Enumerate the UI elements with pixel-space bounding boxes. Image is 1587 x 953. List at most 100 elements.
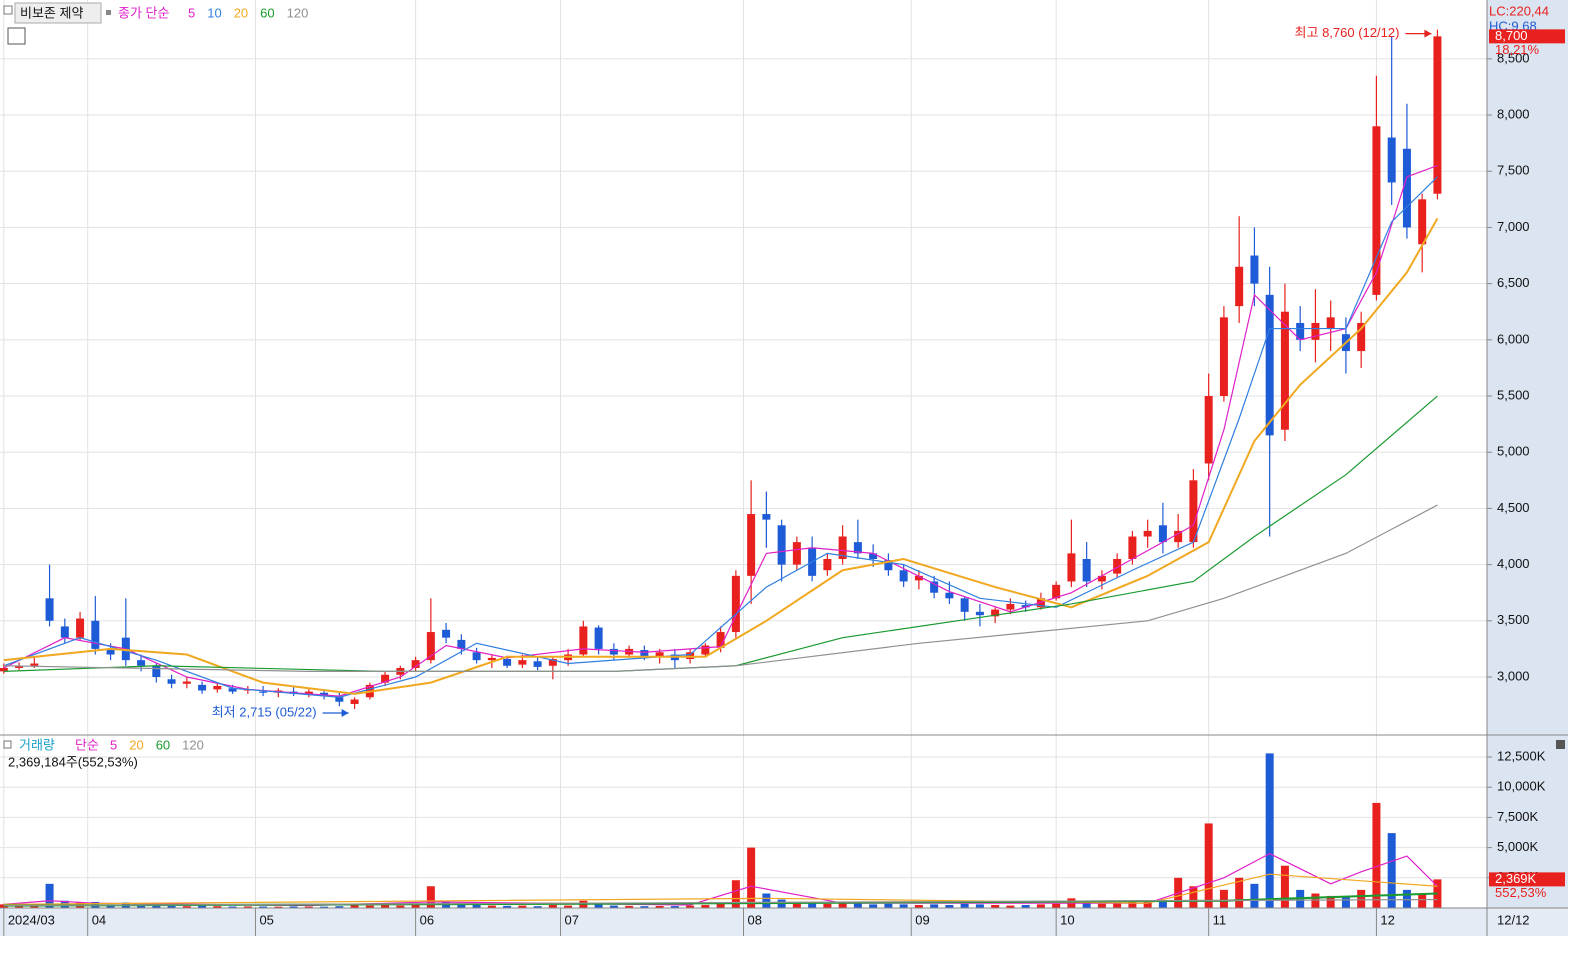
candle-body — [686, 652, 695, 660]
y-tick-label: 5,000 — [1497, 444, 1530, 459]
volume-bar — [1311, 893, 1320, 908]
candle-body — [442, 629, 451, 638]
y-tick-label: 5,500 — [1497, 387, 1530, 402]
x-tick-label: 12 — [1380, 912, 1394, 927]
candle-body — [762, 514, 771, 520]
volume-legend-label: 단순 — [75, 737, 99, 752]
volume-bar — [548, 904, 557, 908]
volume-bar — [625, 905, 634, 908]
y-tick-label: 8,000 — [1497, 106, 1530, 121]
collapse-button[interactable] — [1556, 740, 1565, 749]
volume-bar — [365, 905, 374, 908]
candle-body — [853, 542, 862, 554]
candle-body — [945, 592, 954, 599]
volume-bar — [564, 905, 573, 908]
x-tick-label: 06 — [420, 912, 434, 927]
candle-body — [533, 661, 542, 667]
candle-body — [381, 674, 390, 683]
candle-body — [259, 691, 268, 693]
volume-legend-entry: 120 — [182, 737, 204, 752]
ma-line — [3, 217, 1439, 695]
volume-bar — [320, 906, 329, 908]
candle-body — [1402, 148, 1411, 228]
volume-bar — [396, 905, 405, 908]
candle-body — [1189, 480, 1198, 543]
volume-title: 거래량 — [19, 737, 55, 752]
candle-body — [15, 665, 24, 669]
candle-body — [1296, 322, 1305, 340]
candle-body — [884, 560, 893, 571]
candle-body — [487, 657, 496, 661]
volume-tick-label: 12,500K — [1497, 748, 1546, 763]
annotation: 최고 8,760 (12/12) — [1295, 25, 1400, 40]
volume-bar — [869, 904, 878, 908]
candle-body — [1082, 558, 1091, 582]
candle-body — [1265, 294, 1274, 436]
candle-body — [899, 570, 908, 582]
volume-bar — [304, 906, 313, 908]
candle-body — [1174, 530, 1183, 543]
volume-bar — [1265, 753, 1274, 908]
volume-bar — [686, 905, 695, 908]
volume-tick-label: 5,000K — [1497, 839, 1539, 854]
x-axis-panel — [0, 908, 1568, 936]
x-tick-label: 09 — [915, 912, 929, 927]
volume-bar — [1250, 883, 1259, 908]
table-icon — [7, 27, 26, 45]
candle-body — [1067, 553, 1076, 582]
icon — [3, 740, 12, 749]
volume-bar — [716, 903, 725, 908]
volume-bar — [1280, 865, 1289, 908]
candle-body — [1204, 396, 1213, 464]
volume-bar — [472, 904, 481, 908]
candle-body — [869, 553, 878, 559]
volume-bar — [1158, 900, 1167, 908]
candle-body — [1235, 266, 1244, 307]
volume-bar — [1128, 901, 1137, 908]
candle-body — [991, 609, 1000, 617]
candle-body — [716, 632, 725, 648]
volume-bar — [518, 905, 527, 908]
volume-bar — [228, 906, 237, 908]
candle-body — [594, 627, 603, 649]
legend-entry: 10 — [207, 5, 221, 20]
volume-bar — [487, 905, 496, 908]
candle-body — [1128, 536, 1137, 559]
ma-line — [3, 504, 1438, 672]
volume-bar — [823, 903, 832, 908]
candle-body — [1372, 126, 1381, 295]
candle-body — [76, 618, 85, 638]
legend-entry: 120 — [287, 5, 309, 20]
volume-bar — [975, 904, 984, 908]
candle-body — [655, 652, 664, 657]
y-tick-label: 8,500 — [1497, 50, 1530, 65]
volume-legend-entry: 5 — [110, 737, 117, 752]
volume-bar — [1189, 886, 1198, 908]
stock-name: 비보존 제약 — [20, 5, 83, 20]
volume-bar — [640, 906, 649, 908]
x-tick-label: 08 — [748, 912, 762, 927]
candle-body — [1433, 36, 1442, 194]
volume-bar — [259, 906, 268, 908]
volume-bar — [1219, 889, 1228, 908]
ma-line — [3, 176, 1438, 698]
candle-body — [701, 645, 710, 655]
ma-line — [3, 873, 1438, 905]
y-tick-label: 6,000 — [1497, 331, 1530, 346]
volume-bar — [670, 906, 679, 908]
date-label: 12/12 — [1497, 912, 1530, 927]
candle-body — [30, 663, 39, 666]
candle-body — [503, 659, 512, 666]
volume-bar — [1341, 897, 1350, 908]
volume-bar — [426, 886, 435, 908]
volume-bar — [701, 904, 710, 908]
volume-bar — [1052, 903, 1061, 908]
legend-label: 종가 단순 — [118, 5, 169, 20]
lc-label: LC:220,44 — [1489, 3, 1549, 18]
candle-body — [579, 626, 588, 655]
candle-body — [411, 660, 420, 669]
candle-body — [167, 679, 176, 684]
candle-body — [1113, 558, 1122, 574]
candle-body — [1021, 605, 1030, 608]
annotation-arrowhead — [341, 709, 349, 718]
